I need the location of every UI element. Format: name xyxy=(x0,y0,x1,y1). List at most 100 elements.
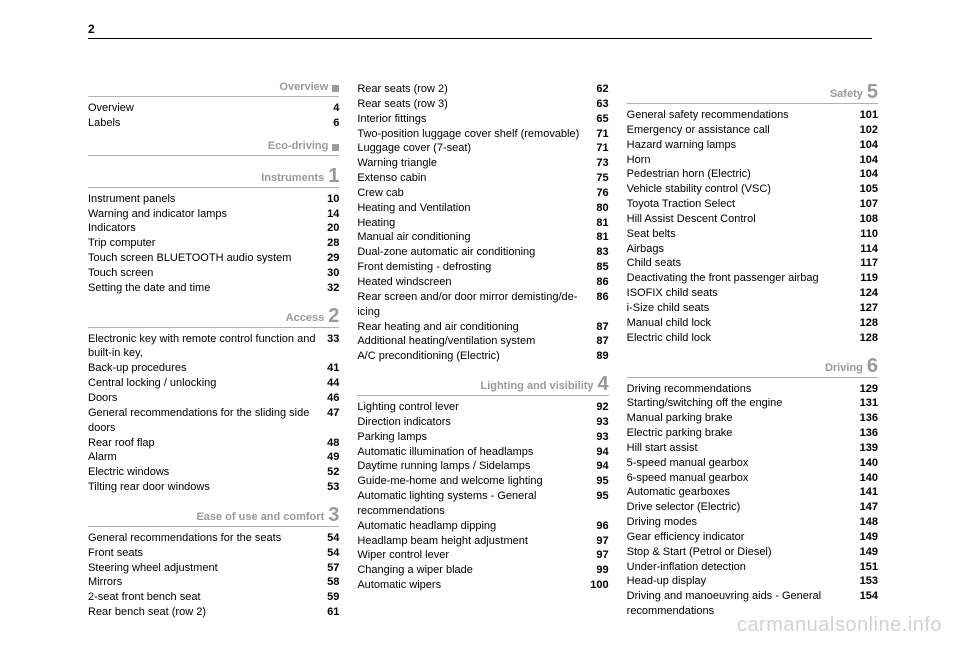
toc-row: Emergency or assistance call102 xyxy=(627,123,878,138)
toc-label: Interior fittings xyxy=(357,112,590,127)
toc-label: Horn xyxy=(627,153,854,168)
toc-page: 102 xyxy=(860,123,878,138)
toc-page: 151 xyxy=(860,560,878,575)
toc-row: Automatic gearboxes141 xyxy=(627,485,878,500)
toc-label: General safety recommendations xyxy=(627,108,854,123)
toc-label: Vehicle stability control (VSC) xyxy=(627,182,854,197)
toc-page: 4 xyxy=(333,101,339,116)
toc-row: General recommendations for the seats54 xyxy=(88,531,339,546)
toc-page: 20 xyxy=(327,221,339,236)
toc-label: Heating xyxy=(357,216,590,231)
toc-label: Mirrors xyxy=(88,575,321,590)
toc-row: Additional heating/ventilation system87 xyxy=(357,334,608,349)
toc-row: Heating and Ventilation 80 xyxy=(357,201,608,216)
toc-row: Manual child lock128 xyxy=(627,316,878,331)
toc-row: Electric parking brake136 xyxy=(627,426,878,441)
toc-page: 73 xyxy=(596,156,608,171)
toc-row: Lighting control lever92 xyxy=(357,400,608,415)
toc-page: 75 xyxy=(596,171,608,186)
toc-label: Rear heating and air conditioning xyxy=(357,320,590,335)
toc-row: Rear bench seat (row 2)61 xyxy=(88,605,339,620)
toc-label: Overview xyxy=(88,101,327,116)
toc-page: 46 xyxy=(327,391,339,406)
toc-row: Rear heating and air conditioning87 xyxy=(357,320,608,335)
toc-label: Heated windscreen xyxy=(357,275,590,290)
toc-row: Toyota Traction Select107 xyxy=(627,197,878,212)
toc-row: Hazard warning lamps104 xyxy=(627,138,878,153)
toc-label: Labels xyxy=(88,116,327,131)
toc-label: Back-up procedures xyxy=(88,361,321,376)
toc-label: Headlamp beam height adjustment xyxy=(357,534,590,549)
toc-label: Crew cab xyxy=(357,186,590,201)
toc-label: Stop & Start (Petrol or Diesel) xyxy=(627,545,854,560)
toc-page: 104 xyxy=(860,153,878,168)
toc-row: Heated windscreen 86 xyxy=(357,275,608,290)
toc-page: 86 xyxy=(596,290,608,305)
toc-page: 136 xyxy=(860,411,878,426)
toc-page: 54 xyxy=(327,531,339,546)
toc-page: 140 xyxy=(860,456,878,471)
toc-label: Warning and indicator lamps xyxy=(88,207,321,222)
toc-row: Stop & Start (Petrol or Diesel)149 xyxy=(627,545,878,560)
toc-label: Luggage cover (7-seat) xyxy=(357,141,590,156)
toc-row: Headlamp beam height adjustment97 xyxy=(357,534,608,549)
section-title: Instruments xyxy=(261,173,324,186)
toc-label: Central locking / unlocking xyxy=(88,376,321,391)
toc-page: 107 xyxy=(860,197,878,212)
toc-label: Rear screen and/or door mirror demisting… xyxy=(357,290,590,320)
section-square-icon xyxy=(332,85,339,92)
toc-row: Pedestrian horn (Electric)104 xyxy=(627,167,878,182)
toc-page: 95 xyxy=(596,474,608,489)
toc-row: Touch screen30 xyxy=(88,266,339,281)
toc-row: Trip computer28 xyxy=(88,236,339,251)
toc-row: Setting the date and time32 xyxy=(88,281,339,296)
toc-label: Heating and Ventilation xyxy=(357,201,590,216)
toc-page: 97 xyxy=(596,548,608,563)
toc-label: Child seats xyxy=(627,256,855,271)
toc-column-3: Safety5General safety recommendations101… xyxy=(627,82,878,620)
toc-label: 6-speed manual gearbox xyxy=(627,471,854,486)
toc-label: Seat belts xyxy=(627,227,855,242)
toc-page: 10 xyxy=(327,192,339,207)
section-title: Overview xyxy=(279,82,328,95)
toc-page: 100 xyxy=(590,578,608,593)
toc-row: Crew cab76 xyxy=(357,186,608,201)
toc-page: 71 xyxy=(596,127,608,142)
toc-page: 154 xyxy=(860,589,878,604)
toc-page: 65 xyxy=(596,112,608,127)
toc-row: Starting/switching off the engine131 xyxy=(627,396,878,411)
section-header: Instruments1 xyxy=(88,166,339,188)
section-number: 4 xyxy=(598,374,609,394)
toc-label: 5-speed manual gearbox xyxy=(627,456,854,471)
section-header: Eco-driving xyxy=(88,141,339,156)
toc-label: Electric windows xyxy=(88,465,321,480)
toc-label: Automatic lighting systems - General rec… xyxy=(357,489,590,519)
section-number: 2 xyxy=(328,306,339,326)
toc-page: 33 xyxy=(327,332,339,347)
toc-row: Driving recommendations129 xyxy=(627,382,878,397)
toc-row: Child seats117 xyxy=(627,256,878,271)
toc-page: 86 xyxy=(596,275,608,290)
toc-page: 52 xyxy=(327,465,339,480)
toc-page: 93 xyxy=(596,415,608,430)
section-title: Eco-driving xyxy=(268,141,329,154)
toc-page: 139 xyxy=(860,441,878,456)
toc-row: Under-inflation detection151 xyxy=(627,560,878,575)
page-number: 2 xyxy=(88,22,95,36)
toc-label: Tilting rear door windows xyxy=(88,480,321,495)
toc-label: Doors xyxy=(88,391,321,406)
toc-label: General recommendations for the sliding … xyxy=(88,406,321,436)
toc-page: 92 xyxy=(596,400,608,415)
toc-label: Manual air conditioning xyxy=(357,230,590,245)
toc-page: 30 xyxy=(327,266,339,281)
toc-page: 114 xyxy=(860,242,878,257)
toc-page: 128 xyxy=(860,331,878,346)
toc-label: Warning triangle xyxy=(357,156,590,171)
toc-page: 6 xyxy=(333,116,339,131)
toc-page: 80 xyxy=(596,201,608,216)
section-title: Access xyxy=(286,313,325,326)
toc-page: 105 xyxy=(860,182,878,197)
toc-page: 54 xyxy=(327,546,339,561)
toc-row: Vehicle stability control (VSC) 105 xyxy=(627,182,878,197)
toc-page: 14 xyxy=(327,207,339,222)
